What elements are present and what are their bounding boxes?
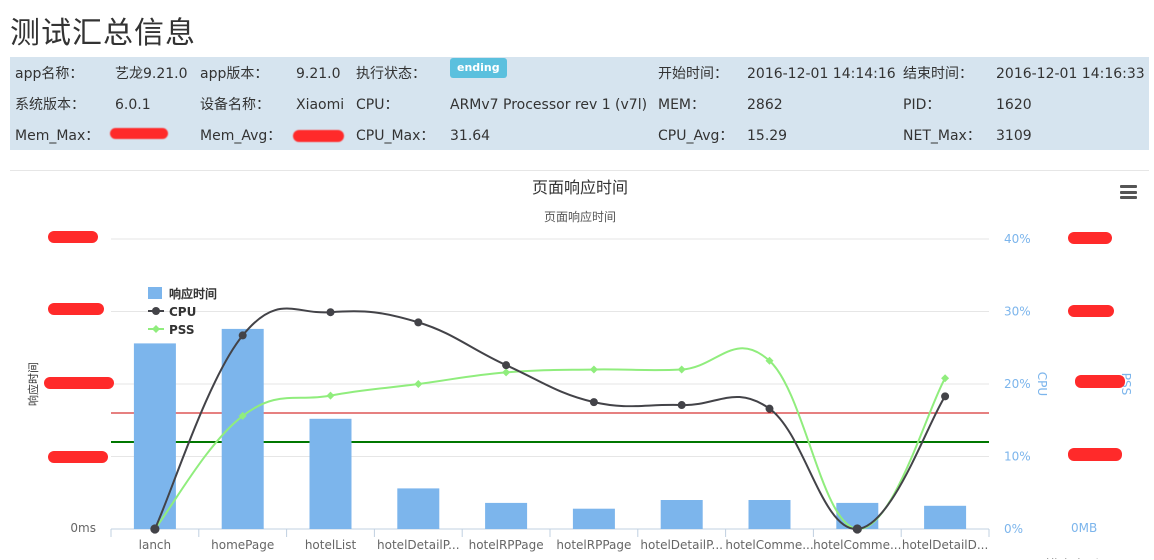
status-badge: ending — [450, 58, 507, 78]
device-name-value: Xiaomi — [296, 97, 345, 113]
chart-container — [10, 170, 1149, 560]
end-time-label: 结束时间： — [903, 66, 973, 82]
app-name-label: app名称： — [15, 66, 84, 82]
cpu-avg-value: 15.29 — [747, 128, 788, 144]
pid-value: 1620 — [996, 97, 1032, 113]
mem-value: 2862 — [747, 97, 783, 113]
start-time-label: 开始时间： — [658, 66, 728, 82]
cpu-max-label: CPU_Max： — [356, 128, 435, 144]
app-version-value: 9.21.0 — [296, 66, 341, 82]
net-max-label: NET_Max： — [903, 128, 981, 144]
end-time-value: 2016-12-01 14:16:33 — [996, 66, 1145, 82]
net-max-value: 3109 — [996, 128, 1032, 144]
mem-max-label: Mem_Max： — [15, 128, 100, 144]
cpu-max-value: 31.64 — [450, 128, 491, 144]
cpu-label: CPU： — [356, 97, 399, 113]
app-name-value: 艺龙9.21.0 — [115, 66, 188, 82]
status-label: 执行状态： — [356, 66, 426, 82]
mem-label: MEM： — [658, 97, 706, 113]
mem-max-redaction — [110, 128, 168, 139]
mem-avg-label: Mem_Avg： — [200, 128, 282, 144]
pid-label: PID： — [903, 97, 941, 113]
page-title: 测试汇总信息 — [10, 16, 196, 51]
start-time-value: 2016-12-01 14:14:16 — [747, 66, 896, 82]
mem-avg-redaction — [293, 130, 344, 142]
cpu-avg-label: CPU_Avg： — [658, 128, 734, 144]
cpu-value: ARMv7 Processor rev 1 (v7l) — [450, 97, 648, 113]
system-version-value: 6.0.1 — [115, 97, 151, 113]
system-version-label: 系统版本： — [15, 97, 85, 113]
app-version-label: app版本： — [200, 66, 269, 82]
device-name-label: 设备名称： — [200, 97, 270, 113]
chart-menu-icon[interactable] — [1120, 185, 1137, 199]
summary-info-panel: app名称： 艺龙9.21.0 app版本： 9.21.0 执行状态： endi… — [10, 57, 1149, 150]
